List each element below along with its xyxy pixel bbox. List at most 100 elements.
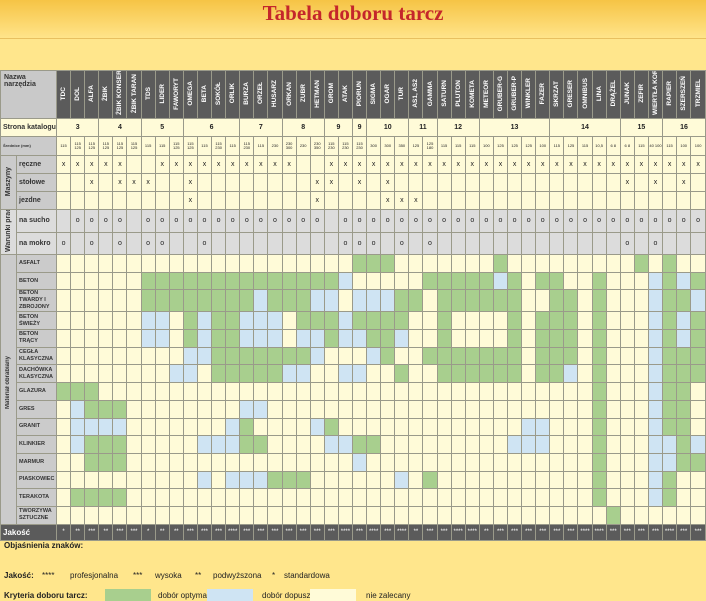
rating-cell — [295, 289, 311, 313]
quality: *** — [549, 523, 565, 541]
rating-cell — [366, 399, 382, 419]
rating-cell — [154, 289, 170, 313]
rating-cell — [507, 399, 523, 419]
mark-cell — [295, 173, 311, 192]
quality: **** — [337, 523, 353, 541]
rating-cell — [323, 382, 339, 401]
rating-cell — [309, 435, 325, 454]
diameter: 230 — [267, 136, 283, 156]
mark-cell — [70, 173, 86, 192]
rating-cell — [422, 254, 438, 273]
catalog-page: 12 — [436, 118, 480, 137]
mark-cell — [168, 173, 184, 192]
rating-cell — [323, 505, 339, 525]
tool-name-text: SZERSZEŃ — [680, 76, 688, 111]
rating-cell — [591, 271, 607, 291]
mark-cell: x — [380, 155, 396, 174]
rating-cell — [323, 346, 339, 366]
row-label: GRES — [15, 399, 58, 419]
mark-cell — [633, 173, 649, 192]
rating-cell — [281, 364, 297, 384]
rating-cell — [295, 271, 311, 291]
rating-cell — [56, 346, 72, 366]
rating-cell — [267, 470, 283, 490]
table-row: BETON ŚWIEŻY — [1, 311, 706, 331]
rating-cell — [464, 505, 480, 525]
rating-cell — [535, 346, 551, 366]
mark-cell — [464, 191, 480, 210]
rating-cell — [309, 311, 325, 331]
rating-cell — [676, 364, 692, 384]
rating-cell — [126, 364, 142, 384]
mark-cell: o — [98, 209, 114, 233]
rating-cell — [295, 364, 311, 384]
rating-cell — [464, 271, 480, 291]
quality: *** — [521, 523, 537, 541]
rating-cell — [140, 271, 156, 291]
table-row: TWORZYWA SZTUCZNE — [1, 505, 706, 525]
rating-cell — [112, 289, 128, 313]
mark-cell — [507, 191, 523, 210]
rating-cell — [239, 382, 255, 401]
rating-cell — [633, 254, 649, 273]
rating-cell — [366, 289, 382, 313]
rating-cell — [196, 505, 213, 525]
diameter: 125 180 — [422, 136, 438, 156]
rating-cell — [633, 505, 649, 525]
rating-cell — [126, 311, 142, 331]
rating-cell — [366, 488, 382, 507]
rating-cell — [140, 329, 156, 348]
rating-cell — [239, 311, 255, 331]
rating-cell — [112, 382, 128, 401]
mark-cell — [56, 209, 72, 233]
rating-cell — [492, 311, 509, 331]
rating-cell — [535, 311, 551, 331]
rating-cell — [436, 470, 452, 490]
rating-cell — [211, 364, 227, 384]
rating-cell — [351, 289, 368, 313]
diameter: 10,5 — [591, 136, 607, 156]
tool-name: PLUTON — [450, 70, 466, 119]
row-label: GLAZURA — [15, 382, 58, 401]
mark-cell: o — [337, 231, 353, 255]
mark-cell: x — [521, 155, 537, 174]
rating-cell — [267, 254, 283, 273]
mark-cell: x — [267, 155, 283, 174]
rating-cell — [98, 417, 114, 437]
table-row: Strona katalogu 3 4 5 6 7 8 9 9 10 11 12 13 14 15 16 — [0, 118, 706, 137]
rating-cell — [577, 382, 593, 401]
mark-cell: o — [492, 209, 509, 233]
mark-cell — [450, 231, 466, 255]
tool-name: TDS — [140, 70, 156, 119]
mark-cell — [309, 155, 325, 174]
mark-cell — [577, 231, 593, 255]
mark-cell — [633, 191, 649, 210]
rating-cell — [507, 505, 523, 525]
mark-cell — [563, 191, 579, 210]
rating-cell — [647, 329, 664, 348]
rating-cell — [239, 254, 255, 273]
rating-cell — [168, 346, 184, 366]
mark-cell: o — [408, 209, 424, 233]
rating-cell — [211, 505, 227, 525]
row-label: DACHÓWKA KLASYCZNA — [15, 364, 58, 384]
rating-cell — [351, 505, 368, 525]
diameter: 230 300 — [281, 136, 297, 156]
selection-table: Nazwa narzędzia TDC DOL ALFA ŻBIK ŻBIK KONSER… — [0, 70, 706, 541]
rating-cell — [126, 417, 142, 437]
rating-cell — [70, 417, 86, 437]
rating-cell — [394, 329, 410, 348]
diameter: 40 100 — [647, 136, 664, 156]
rating-cell — [591, 382, 607, 401]
rating-cell — [84, 289, 100, 313]
tool-name-text: GRUBER-P — [511, 76, 519, 111]
rating-cell — [380, 271, 396, 291]
mark-cell: x — [168, 155, 184, 174]
rating-cell — [182, 271, 198, 291]
rating-cell — [366, 364, 382, 384]
mark-cell — [535, 191, 551, 210]
mark-cell: o — [633, 209, 649, 233]
rating-cell — [394, 470, 410, 490]
rating-cell — [436, 399, 452, 419]
row-label: GRANIT — [15, 417, 58, 437]
